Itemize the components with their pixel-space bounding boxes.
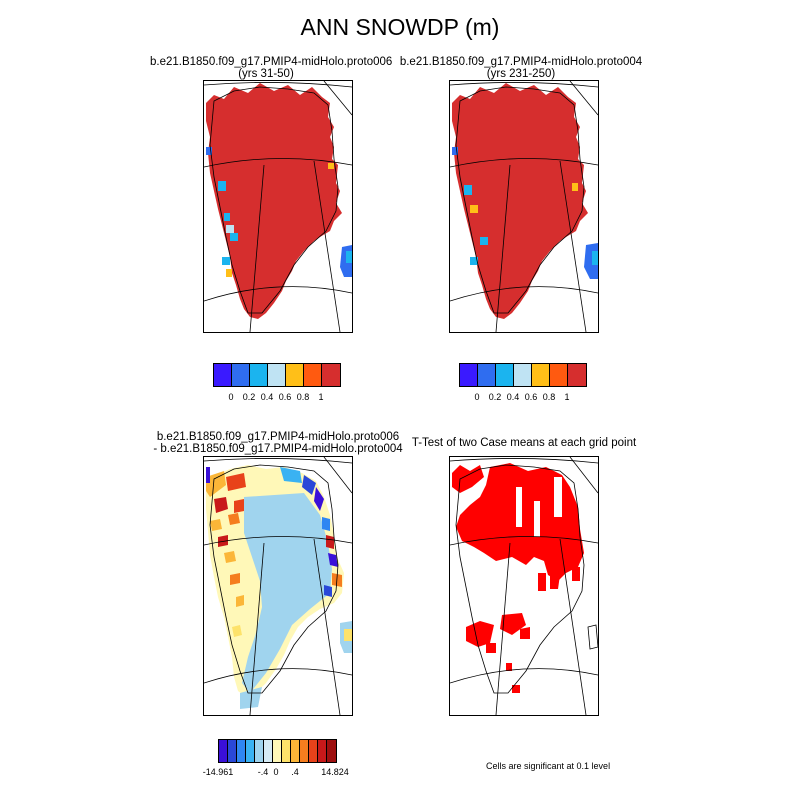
colorbar-top-right — [459, 363, 587, 387]
colorbar-swatch — [250, 364, 268, 386]
colorbar-tick-label: 0.2 — [488, 392, 502, 402]
colorbar-swatch — [264, 740, 273, 762]
colorbar-tick-label: 0 — [273, 767, 279, 777]
significance-note: Cells are significant at 0.1 level — [486, 761, 611, 771]
colorbar-swatch — [532, 364, 550, 386]
colorbar-swatch — [246, 740, 255, 762]
colorbar-tick-label: 0 — [228, 392, 234, 402]
colorbar-tick-label: 0.4 — [506, 392, 520, 402]
colorbar-swatch — [550, 364, 568, 386]
t-test-significance-map — [450, 457, 598, 715]
panel-title-line2: - b.e21.B1850.f09_g17.PMIP4-midHolo.prot… — [153, 443, 403, 455]
snow-depth-map-proto006 — [204, 81, 352, 332]
map-panel-top-right — [449, 80, 599, 333]
colorbar-swatch — [318, 740, 327, 762]
colorbar-swatch — [309, 740, 318, 762]
panel-title-line1: b.e21.B1850.f09_g17.PMIP4-midHolo.proto0… — [156, 431, 400, 443]
panel-title-line1: T-Test of two Case means at each grid po… — [411, 437, 637, 449]
panel-title-line1: b.e21.B1850.f09_g17.PMIP4-midHolo.proto0… — [150, 56, 393, 68]
panel-title-line2: (yrs 31-50) — [238, 68, 294, 80]
colorbar-swatch — [322, 364, 340, 386]
colorbar-swatch — [286, 364, 304, 386]
colorbar-difference-labels: -14.961 -.4 0 .4 14.824 — [203, 767, 349, 779]
colorbar-tick-label: 1 — [318, 392, 324, 402]
panel-title-line1: b.e21.B1850.f09_g17.PMIP4-midHolo.proto0… — [399, 56, 643, 68]
colorbar-tick-label: 0.6 — [524, 392, 538, 402]
colorbar-top-left — [213, 363, 341, 387]
panel-title-top-left: b.e21.B1850.f09_g17.PMIP4-midHolo.proto0… — [150, 56, 393, 80]
colorbar-swatch — [327, 740, 336, 762]
colorbar-swatch — [282, 740, 291, 762]
colorbar-swatch — [300, 740, 309, 762]
colorbar-tick-label: .4 — [291, 767, 299, 777]
colorbar-tick-label: -.4 — [257, 767, 269, 777]
colorbar-swatch — [228, 740, 237, 762]
colorbar-tick-label: 1 — [564, 392, 570, 402]
colorbar-swatch — [496, 364, 514, 386]
map-panel-bottom-left — [203, 456, 353, 716]
colorbar-swatch — [478, 364, 496, 386]
colorbar-swatch — [273, 740, 282, 762]
colorbar-tick-label: 0.4 — [260, 392, 274, 402]
colorbar-tick-label: 0.2 — [242, 392, 256, 402]
snow-depth-map-proto004 — [450, 81, 598, 332]
colorbar-swatch — [232, 364, 250, 386]
map-panel-top-left — [203, 80, 353, 333]
colorbar-top-right-labels: 0 0.2 0.4 0.6 0.8 1 — [459, 392, 585, 404]
colorbar-tick-label: 14.824 — [321, 767, 349, 777]
map-panel-bottom-right — [449, 456, 599, 716]
panel-title-line2: (yrs 231-250) — [486, 68, 556, 80]
colorbar-tick-label: -14.961 — [202, 767, 234, 777]
colorbar-tick-label: 0 — [474, 392, 480, 402]
colorbar-swatch — [219, 740, 228, 762]
colorbar-swatch — [460, 364, 478, 386]
panel-title-bottom-left: b.e21.B1850.f09_g17.PMIP4-midHolo.proto0… — [150, 431, 406, 455]
colorbar-tick-label: 0.6 — [278, 392, 292, 402]
colorbar-swatch — [214, 364, 232, 386]
page-title: ANN SNOWDP (m) — [300, 14, 500, 40]
colorbar-swatch — [268, 364, 286, 386]
colorbar-difference — [218, 739, 337, 763]
colorbar-tick-label: 0.8 — [542, 392, 556, 402]
colorbar-swatch — [304, 364, 322, 386]
colorbar-top-left-labels: 0 0.2 0.4 0.6 0.8 1 — [213, 392, 339, 404]
colorbar-swatch — [291, 740, 300, 762]
colorbar-swatch — [568, 364, 586, 386]
colorbar-swatch — [255, 740, 264, 762]
colorbar-swatch — [514, 364, 532, 386]
colorbar-tick-label: 0.8 — [296, 392, 310, 402]
panel-title-top-right: b.e21.B1850.f09_g17.PMIP4-midHolo.proto0… — [396, 56, 646, 80]
snow-depth-difference-map — [204, 457, 352, 715]
colorbar-swatch — [237, 740, 246, 762]
panel-title-bottom-right: T-Test of two Case means at each grid po… — [406, 437, 642, 449]
